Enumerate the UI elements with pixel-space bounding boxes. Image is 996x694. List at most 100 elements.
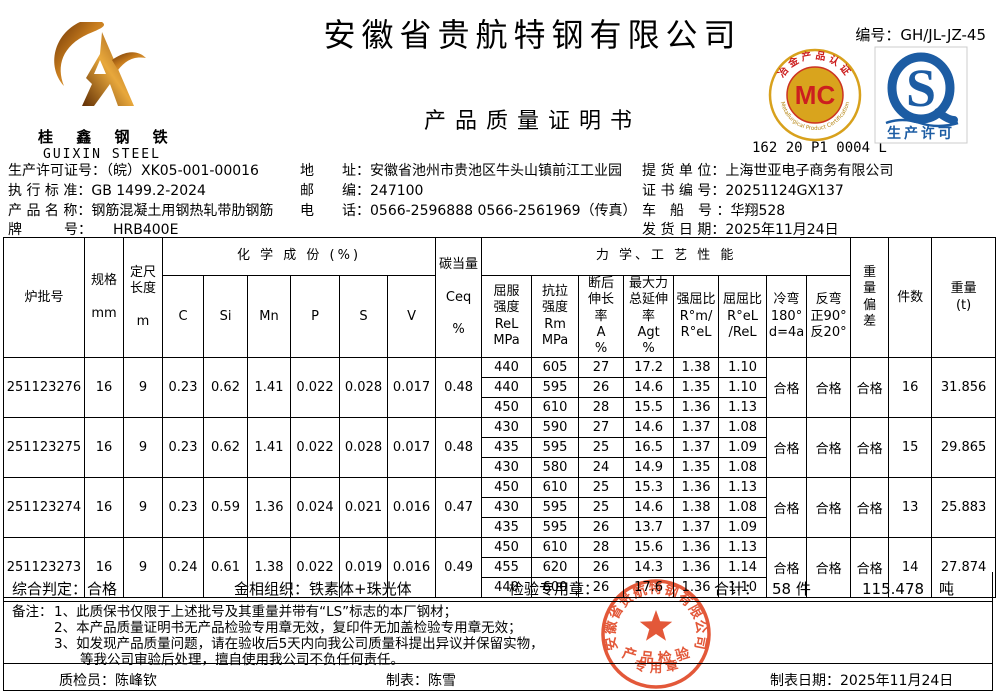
chemistry-cell: 0.024 [290, 477, 340, 539]
mechanical-cell: 17.2 [623, 357, 675, 379]
mechanical-cell: 440 [481, 577, 533, 599]
mechanical-cell: 1.08 [718, 497, 768, 519]
mechanical-cell: 1.09 [718, 437, 768, 459]
mechanical-cell: 25 [578, 497, 625, 519]
total-pieces: 58 件 [772, 580, 811, 598]
mechanical-cell: 14.9 [623, 457, 675, 479]
col-header-rel-ratio: 屈屈比 R°eL /ReL [718, 274, 768, 359]
stamp-icon: 安徽省贵航特钢有限公司 产 品 检 验 专 用 章 [601, 579, 711, 689]
col-header-rm-rel-ratio: 强屈比 R°m/ R°eL [673, 274, 720, 359]
mechanical-cell: 595 [531, 517, 580, 539]
mechanical-cell: 450 [481, 477, 533, 499]
ceq-cell: 0.47 [435, 477, 483, 539]
batch-number-cell: 251123276 [3, 357, 85, 419]
chemistry-cell: 0.59 [203, 477, 248, 539]
tabulator-name: 制表：陈雪 [386, 673, 456, 689]
logo-caption-en: GUIXIN STEEL [43, 147, 161, 162]
col-header-tensile: 抗拉 强度 Rm MPa [531, 274, 580, 359]
pieces-cell: 13 [888, 477, 933, 539]
mechanical-cell: 27 [578, 417, 625, 439]
batch-number-cell: 251123275 [3, 417, 85, 479]
qs-label: 生产许可 [887, 125, 955, 142]
col-header-spec: 规格 mm [84, 236, 124, 359]
pieces-cell: 15 [888, 417, 933, 479]
info-phone: 电 话：0566-2596888 0566-2561969（传真） [300, 203, 637, 219]
mechanical-cell: 590 [531, 417, 580, 439]
mechanical-cell: 595 [531, 497, 580, 519]
table-row: 440 600 26 17.6 1.36 1.10 [4, 577, 996, 599]
weight-cell: 31.856 [931, 357, 996, 419]
spec-cell: 16 [84, 357, 124, 419]
titles: 安徽省贵航特钢有限公司 产品质量证明书 [270, 10, 795, 135]
info-consignee: 提 货 单 位：上海世亚电子商务有限公司 [642, 163, 894, 179]
mechanical-cell: 435 [481, 437, 533, 459]
remark-line-1: 1、此质保书仅限于上述批号及其重量并带有“LS”标志的本厂钢材； [54, 604, 458, 620]
tabulation-date: 制表日期：2025年11月24日 [770, 673, 954, 689]
mechanical-cell: 1.08 [718, 417, 768, 439]
table-row: 455 620 26 14.3 1.36 1.14 [4, 557, 996, 579]
mechanical-cell: 1.10 [718, 377, 768, 399]
batch-number-cell: 251123273 [3, 537, 85, 599]
quality-data-table: 炉批号 规格 mm 定尺 长度 m 化 学 成 份 (%) 碳当量 Ceq % … [3, 236, 996, 599]
chemistry-cell: 0.016 [386, 537, 437, 599]
mechanical-cell: 14.6 [623, 377, 675, 399]
remark-line-4: 等我公司审验后处理，擅自使用我公司不负任何责任。 [80, 652, 404, 668]
mc-center-text: MC [795, 80, 836, 110]
length-cell: 9 [123, 417, 163, 479]
mechanical-cell: 1.13 [718, 397, 768, 419]
guixin-logo-icon [54, 22, 146, 106]
spec-cell: 16 [84, 417, 124, 479]
mechanical-cell: 450 [481, 397, 533, 419]
chemistry-cell: 0.017 [386, 357, 437, 419]
col-header-c: C [162, 274, 204, 359]
mechanical-cell: 1.08 [718, 457, 768, 479]
table-row: 435 595 25 16.5 1.37 1.09 [4, 437, 996, 459]
mechanical-cell: 610 [531, 477, 580, 499]
overall-judgement: 综合判定：合格 [12, 580, 118, 598]
stamp-line1-text: 产 品 检 验 [620, 644, 692, 667]
mechanical-cell: 28 [578, 537, 625, 559]
spec-cell: 16 [84, 537, 124, 599]
chemistry-cell: 0.021 [339, 477, 388, 539]
mechanical-cell: 605 [531, 357, 580, 379]
mechanical-cell: 1.37 [673, 517, 720, 539]
mechanical-cell: 1.35 [673, 457, 720, 479]
info-vehicle: 车 船 号 ：华翔528 [642, 203, 786, 219]
chemistry-cell: 0.028 [339, 357, 388, 419]
mechanical-cell: 440 [481, 357, 533, 379]
reverse-bend-cell: 合格 [806, 357, 852, 419]
guixin-logo: 桂 鑫 钢 铁 GUIXIN STEEL [38, 20, 168, 162]
chemistry-cell: 0.62 [203, 357, 248, 419]
remarks-label: 备注： [12, 604, 53, 620]
mechanical-cell: 15.5 [623, 397, 675, 419]
mechanical-cell: 595 [531, 377, 580, 399]
chemistry-cell: 0.022 [290, 537, 340, 599]
svg-text:专 用 章: 专 用 章 [633, 657, 680, 675]
weight-cell: 27.874 [931, 537, 996, 599]
table-row: 430 580 24 14.9 1.35 1.08 [4, 457, 996, 479]
mechanical-cell: 430 [481, 417, 533, 439]
mechanical-cell: 14.6 [623, 497, 675, 519]
col-header-weight-deviation: 重 量 偏 差 [850, 236, 890, 359]
col-group-chemistry: 化 学 成 份 (%) [161, 237, 437, 276]
col-header-p: P [290, 274, 340, 359]
spec-cell: 16 [84, 477, 124, 539]
chemistry-cell: 0.23 [162, 417, 204, 479]
weight-deviation-cell: 合格 [850, 477, 890, 539]
qs-license-icon: S 生产许可 [874, 46, 968, 144]
remarks-section: 备注： 1、此质保书仅限于上述批号及其重量并带有“LS”标志的本厂钢材； 2、本… [3, 601, 993, 668]
ceq-cell: 0.48 [435, 357, 483, 419]
mechanical-cell: 1.13 [718, 537, 768, 559]
chemistry-cell: 0.24 [162, 537, 204, 599]
chemistry-cell: 1.36 [247, 477, 291, 539]
chemistry-cell: 0.017 [386, 417, 437, 479]
table-body: 251123276 16 9 0.23 0.62 1.41 0.022 0.028 0.017 0… [3, 357, 996, 599]
pieces-cell: 14 [888, 537, 933, 599]
mechanical-cell: 430 [481, 457, 533, 479]
company-inspection-stamp: 安徽省贵航特钢有限公司 产 品 检 验 专 用 章 [596, 576, 716, 694]
weight-cell: 29.865 [931, 417, 996, 479]
mechanical-cell: 1.38 [673, 497, 720, 519]
svg-text:产 品 检 验: 产 品 检 验 [620, 644, 692, 667]
mechanical-cell: 1.37 [673, 417, 720, 439]
remark-line-2: 2、本产品质量证明书无产品检验专用章无效，复印件无加盖检验专用章无效； [54, 620, 522, 636]
